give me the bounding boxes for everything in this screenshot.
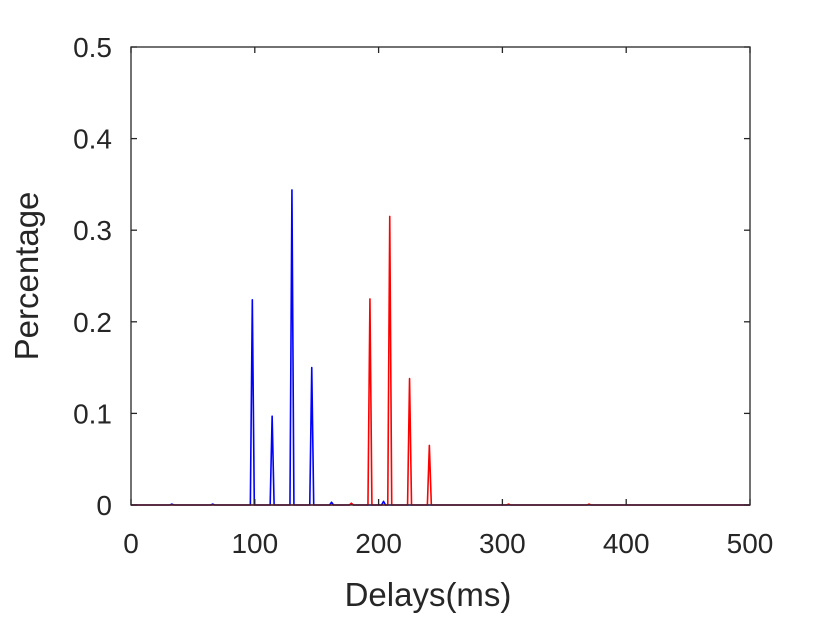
x-axis-label: Delays(ms) (345, 576, 512, 613)
y-tick-label: 0.3 (73, 215, 112, 246)
y-tick-label: 0.1 (73, 398, 112, 429)
x-tick-label: 200 (355, 528, 402, 559)
y-tick-label: 0 (96, 490, 112, 521)
y-axis-label: Percentage (8, 192, 45, 361)
x-tick-label: 0 (123, 528, 139, 559)
plot-background (131, 47, 750, 505)
ticks-layer: 0 100 200 300 400 500 0 0.1 0.2 0.3 0.4 0.5 (73, 32, 773, 559)
x-tick-label: 500 (727, 528, 774, 559)
y-tick-label: 0.5 (73, 32, 112, 63)
y-tick-label: 0.2 (73, 307, 112, 338)
x-tick-label: 100 (231, 528, 278, 559)
y-tick-label: 0.4 (73, 124, 112, 155)
x-tick-label: 300 (479, 528, 526, 559)
plot-frame (130, 46, 751, 506)
x-tick-label: 400 (603, 528, 650, 559)
